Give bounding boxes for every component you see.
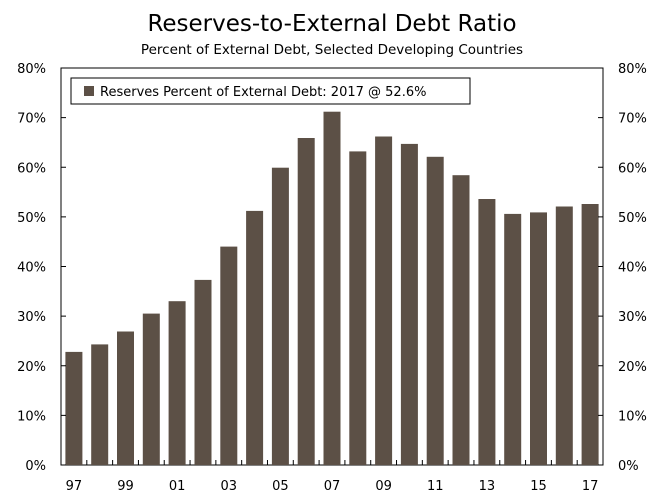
x-tick-label-03: 03 [220, 479, 237, 494]
y-tick-label-left: 50% [17, 211, 46, 226]
y-tick-label-right: 50% [618, 211, 647, 226]
x-axis-ticks: 97 99 01 03 05 07 09 11 13 15 17 [66, 460, 599, 494]
bar-13 [478, 199, 496, 465]
y-tick-label-right: 60% [618, 161, 647, 176]
x-tick-label-07: 07 [324, 479, 341, 494]
bar-14 [504, 213, 522, 465]
bar-07 [323, 111, 341, 465]
bar-06 [297, 138, 315, 465]
y-tick-label-right: 80% [618, 62, 647, 77]
y-tick-label-right: 30% [618, 310, 647, 325]
bar-15 [530, 212, 547, 465]
bar-97 [65, 351, 83, 465]
chart-subtitle: Percent of External Debt, Selected Devel… [140, 42, 524, 58]
x-tick-label-97: 97 [66, 479, 83, 494]
x-tick-label-01: 01 [169, 479, 186, 494]
legend-swatch [84, 86, 94, 96]
y-tick-label-left: 60% [17, 161, 46, 176]
bar-05 [271, 167, 289, 465]
bars-group [65, 111, 599, 466]
legend-label: Reserves Percent of External Debt: 2017 … [100, 85, 426, 100]
bar-17 [581, 204, 599, 465]
bar-09 [375, 136, 393, 465]
bar-16 [555, 206, 573, 465]
y-tick-label-right: 40% [618, 261, 647, 276]
x-tick-label-13: 13 [479, 479, 496, 494]
x-tick-label-15: 15 [530, 479, 547, 494]
legend-box [70, 77, 471, 105]
bar-99 [117, 331, 134, 465]
y-axis-ticks: 0% 0% 10% 10% 20% 20% 30% 30% 40% 40% 50% 50% 60% 60%… [17, 62, 647, 474]
x-tick-label-17: 17 [582, 479, 599, 494]
bar-02 [194, 279, 212, 465]
bar-00 [142, 313, 160, 465]
y-tick-label-left: 0% [25, 459, 46, 474]
y-tick-label-right: 0% [618, 459, 639, 474]
y-tick-label-left: 30% [17, 310, 46, 325]
bar-11 [426, 156, 444, 466]
y-tick-label-left: 80% [17, 62, 46, 77]
bar-12 [452, 175, 470, 465]
x-tick-label-99: 99 [117, 479, 134, 494]
x-tick-label-11: 11 [427, 479, 444, 494]
bar-01 [168, 301, 186, 465]
y-tick-label-left: 10% [17, 409, 46, 424]
bar-98 [91, 344, 109, 465]
y-tick-label-right: 70% [618, 112, 647, 127]
y-tick-label-right: 20% [618, 360, 647, 375]
x-tick-label-05: 05 [272, 479, 289, 494]
bar-10 [400, 143, 418, 465]
y-tick-label-left: 70% [17, 112, 46, 127]
bar-03 [220, 246, 238, 465]
bar-08 [349, 151, 367, 465]
y-tick-label-left: 20% [17, 360, 46, 375]
y-tick-label-right: 10% [618, 409, 647, 424]
bar-04 [246, 210, 264, 465]
legend: Reserves Percent of External Debt: 2017 … [70, 77, 471, 105]
y-tick-label-left: 40% [17, 261, 46, 276]
chart-title: Reserves-to-External Debt Ratio [147, 11, 517, 37]
x-tick-label-09: 09 [375, 479, 392, 494]
